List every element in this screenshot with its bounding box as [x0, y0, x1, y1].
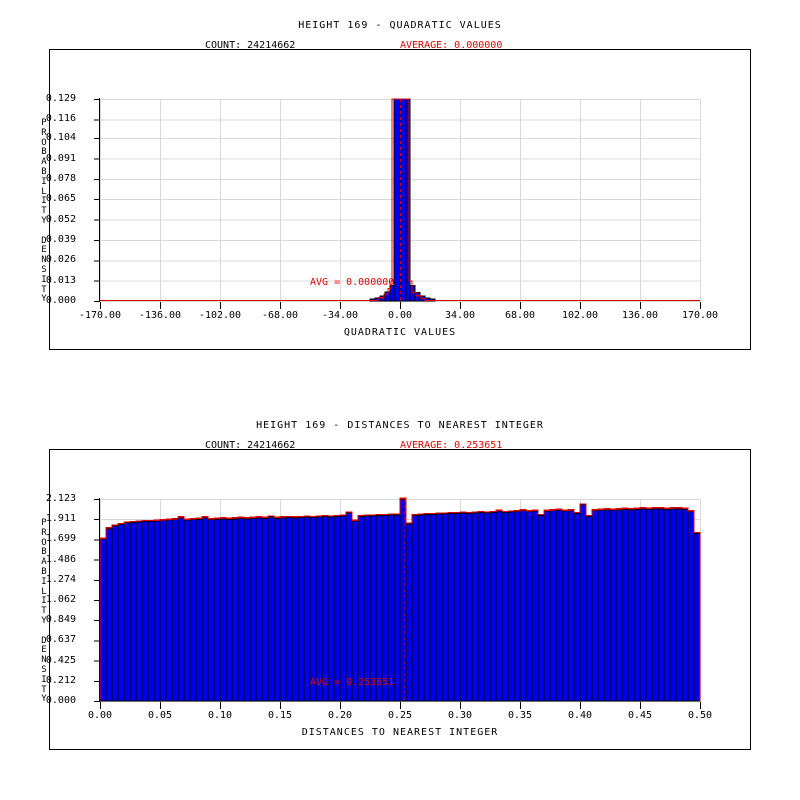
x-tick-label: 0.20 [327, 710, 353, 721]
y-tick-label: 0.026 [45, 254, 76, 266]
x-tick-label: 0.35 [507, 710, 533, 721]
nearest-integer-distances-histogram-panel: HEIGHT 169 - DISTANCES TO NEAREST INTEGE… [0, 400, 800, 760]
x-tick-label: 0.00 [87, 710, 113, 721]
x-tick-label: -34.00 [321, 310, 359, 321]
y-tick-label: 1.062 [45, 593, 76, 605]
chart-frame [49, 449, 751, 750]
y-tick-label: 0.039 [45, 233, 76, 245]
y-tick-label: 0.000 [45, 295, 76, 306]
x-tick-label: -68.00 [261, 310, 299, 321]
chart-frame [49, 49, 751, 350]
y-tick-label: 0.091 [45, 152, 76, 164]
x-tick-label: 0.40 [567, 710, 593, 721]
y-tick-label: 1.274 [45, 573, 76, 585]
avg-annotation: AVG = 0.253651 [310, 677, 395, 688]
count-label: COUNT: 24214662 [205, 440, 296, 451]
y-tick-label: 1.911 [45, 513, 76, 525]
chart-title: HEIGHT 169 - DISTANCES TO NEAREST INTEGE… [256, 420, 544, 431]
x-tick-label: 136.00 [621, 310, 659, 321]
y-tick-label: 0.065 [45, 193, 76, 205]
x-tick-label: 68.00 [504, 310, 536, 321]
x-tick-label: 0.05 [147, 710, 173, 721]
x-tick-label: -170.00 [78, 310, 122, 321]
x-tick-label: 170.00 [681, 310, 719, 321]
x-tick-label: 0.10 [207, 710, 233, 721]
y-tick-label: 0.052 [45, 213, 76, 225]
x-tick-label: 0.45 [627, 710, 653, 721]
x-tick-label: 34.00 [444, 310, 476, 321]
chart-title: HEIGHT 169 - QUADRATIC VALUES [298, 20, 502, 31]
y-tick-label: 0.116 [45, 113, 76, 125]
x-tick-label: 0.30 [447, 710, 473, 721]
x-tick-label: 0.25 [387, 710, 413, 721]
x-tick-label: 102.00 [561, 310, 599, 321]
x-axis-title: DISTANCES TO NEAREST INTEGER [301, 727, 499, 738]
quadratic-values-histogram-panel: HEIGHT 169 - QUADRATIC VALUES COUNT: 242… [0, 0, 800, 360]
y-tick-label: 0.129 [45, 93, 76, 104]
y-tick-label: 0.425 [45, 654, 76, 666]
avg-annotation: AVG = 0.000000 [310, 277, 395, 288]
y-tick-label: 0.078 [45, 172, 76, 184]
average-label: AVERAGE: 0.253651 [400, 440, 503, 451]
y-tick-label: 1.699 [45, 533, 76, 545]
y-tick-label: 2.123 [45, 493, 76, 504]
y-tick-label: 0.013 [45, 274, 76, 286]
x-tick-label: 0.00 [387, 310, 413, 321]
x-tick-label: -102.00 [198, 310, 242, 321]
x-tick-label: 0.15 [267, 710, 293, 721]
y-tick-label: 0.849 [45, 614, 76, 626]
y-tick-label: 0.000 [45, 695, 76, 706]
x-tick-label: -136.00 [138, 310, 182, 321]
average-label: AVERAGE: 0.000000 [400, 40, 503, 51]
x-axis-title: QUADRATIC VALUES [343, 327, 457, 338]
x-tick-label: 0.50 [687, 710, 713, 721]
y-tick-label: 0.104 [45, 132, 76, 144]
y-tick-label: 0.637 [45, 634, 76, 646]
y-tick-label: 1.486 [45, 553, 76, 565]
count-label: COUNT: 24214662 [205, 40, 296, 51]
y-tick-label: 0.212 [45, 674, 76, 686]
